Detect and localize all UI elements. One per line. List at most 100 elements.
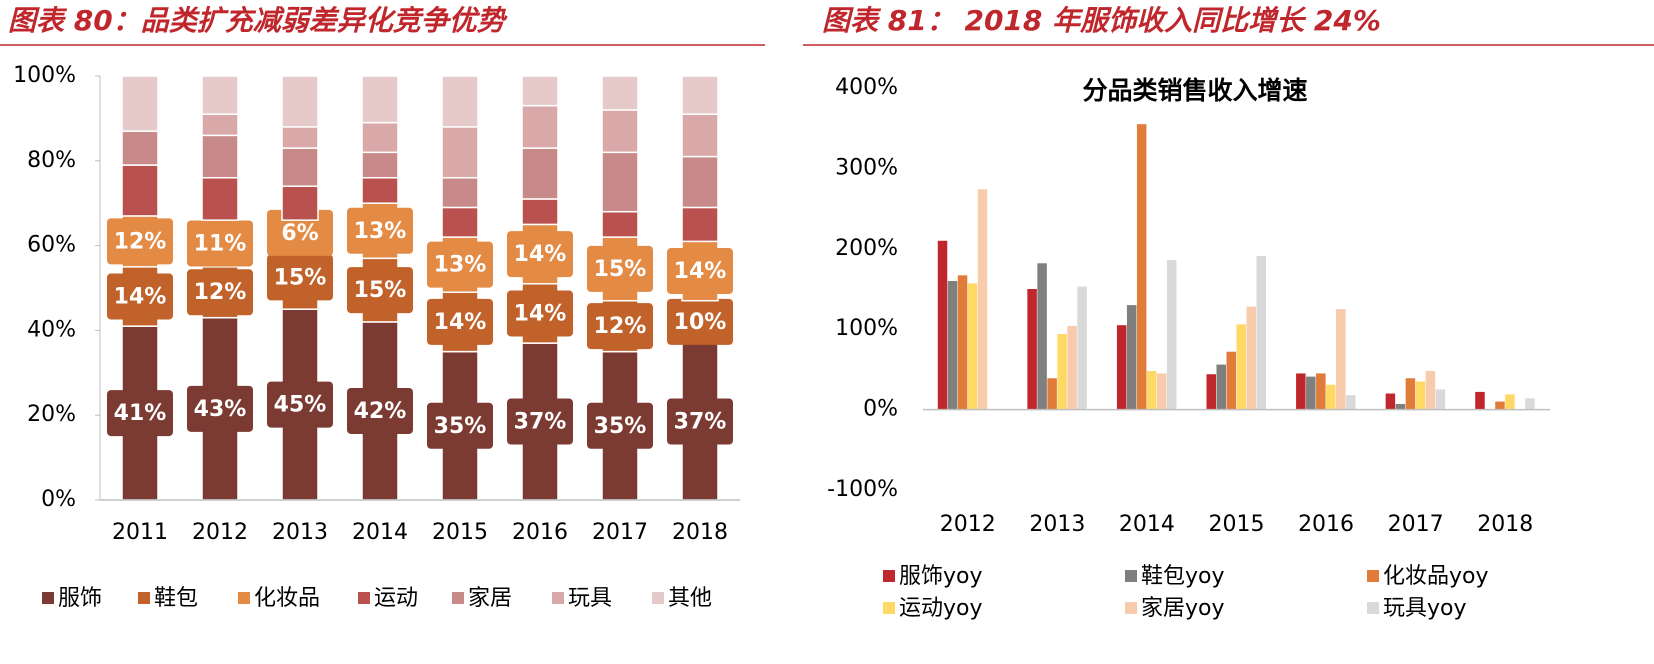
bar <box>1057 334 1067 410</box>
bar <box>1256 256 1266 410</box>
data-label: 14% <box>434 310 487 335</box>
bar <box>1027 289 1037 410</box>
bar-segment <box>441 177 479 209</box>
bar <box>1475 391 1485 410</box>
y-tick-label: 20% <box>27 402 76 427</box>
data-label: 42% <box>354 399 407 424</box>
y-tick-label: -100% <box>827 477 898 502</box>
caption: 图表 81： 2018 年服饰收入同比增长 24% <box>822 4 1381 37</box>
label-box <box>107 273 173 320</box>
x-tick-label: 2017 <box>592 520 648 545</box>
bar <box>957 275 968 410</box>
bar <box>1067 325 1077 410</box>
x-tick-label: 2013 <box>1029 512 1085 537</box>
data-label: 14% <box>514 242 567 267</box>
label-box <box>587 303 653 350</box>
bar <box>1126 305 1137 410</box>
data-label: 10% <box>674 310 727 335</box>
bar-segment <box>281 147 319 187</box>
bar <box>1316 373 1326 410</box>
label-box <box>427 402 493 449</box>
bar-segment <box>601 109 639 154</box>
bar <box>1495 401 1505 410</box>
bar-segment <box>121 130 159 166</box>
legend-swatch <box>1125 570 1137 582</box>
data-label: 13% <box>434 253 487 278</box>
bar-segment <box>361 151 399 179</box>
legend-label: 化妆品 <box>254 586 320 611</box>
legend-swatch <box>883 602 895 614</box>
data-label: 45% <box>274 393 327 418</box>
bar-segment <box>201 177 239 221</box>
y-tick-label: 200% <box>835 236 898 261</box>
bar-segment <box>681 155 719 209</box>
label-box <box>507 398 573 445</box>
bar-segment <box>521 75 559 107</box>
data-label: 14% <box>674 259 727 284</box>
chart-title: 分品类销售收入增速 <box>1082 76 1307 105</box>
data-label: 15% <box>354 278 407 303</box>
bar <box>947 280 958 410</box>
label-box <box>347 387 413 434</box>
data-label: 15% <box>594 257 647 282</box>
bar <box>1505 394 1515 410</box>
label-box <box>107 390 173 437</box>
bar-segment <box>601 75 639 111</box>
x-tick-label: 2014 <box>352 520 408 545</box>
legend-swatch <box>1367 570 1379 582</box>
data-label: 12% <box>114 229 167 254</box>
data-label: 11% <box>194 231 247 256</box>
y-tick-label: 80% <box>27 148 76 173</box>
legend-label: 鞋包 <box>154 586 198 611</box>
bar <box>1136 124 1147 410</box>
label-box <box>427 241 493 288</box>
bar-segment <box>521 104 559 149</box>
label-box <box>667 298 733 345</box>
bar <box>1166 260 1177 410</box>
data-label: 13% <box>354 219 407 244</box>
bar <box>1296 373 1306 410</box>
x-tick-label: 2018 <box>672 520 728 545</box>
bar-segment <box>281 126 319 149</box>
data-label: 37% <box>674 410 727 435</box>
x-tick-label: 2013 <box>272 520 328 545</box>
legend-label: 家居yoy <box>1141 596 1225 621</box>
label-box <box>587 245 653 292</box>
bar <box>937 240 948 410</box>
bar <box>967 283 978 410</box>
legend-label: 鞋包yoy <box>1141 564 1225 589</box>
bar <box>1116 325 1127 410</box>
label-box <box>587 402 653 449</box>
bar-segment <box>441 75 479 128</box>
bar-segment <box>681 206 719 243</box>
bar <box>1415 381 1426 410</box>
label-box <box>187 269 253 316</box>
legend-label: 运动yoy <box>899 596 983 621</box>
bar <box>1306 376 1316 410</box>
bar <box>1077 286 1087 410</box>
y-tick-label: 100% <box>13 63 76 88</box>
y-tick-label: 100% <box>835 316 898 341</box>
bar-segment <box>201 113 239 137</box>
legend-label: 玩具 <box>568 586 612 611</box>
bar <box>1405 378 1416 410</box>
bar-segment <box>121 164 159 217</box>
label-box <box>667 398 733 445</box>
bar <box>1206 374 1216 410</box>
legend-label: 运动 <box>374 586 418 611</box>
legend-label: 家居 <box>468 586 512 611</box>
bar-segment <box>521 147 559 200</box>
x-tick-label: 2016 <box>512 520 568 545</box>
bar <box>1037 263 1047 410</box>
bar <box>1226 351 1236 410</box>
legend-label: 服饰 <box>58 586 102 611</box>
label-box <box>347 207 413 254</box>
bar-segment <box>681 75 719 115</box>
legend-swatch <box>1367 602 1379 614</box>
y-tick-label: 40% <box>27 317 76 342</box>
bar-segment <box>521 198 559 226</box>
bar-segment <box>441 206 479 238</box>
bar-segment <box>361 121 399 154</box>
